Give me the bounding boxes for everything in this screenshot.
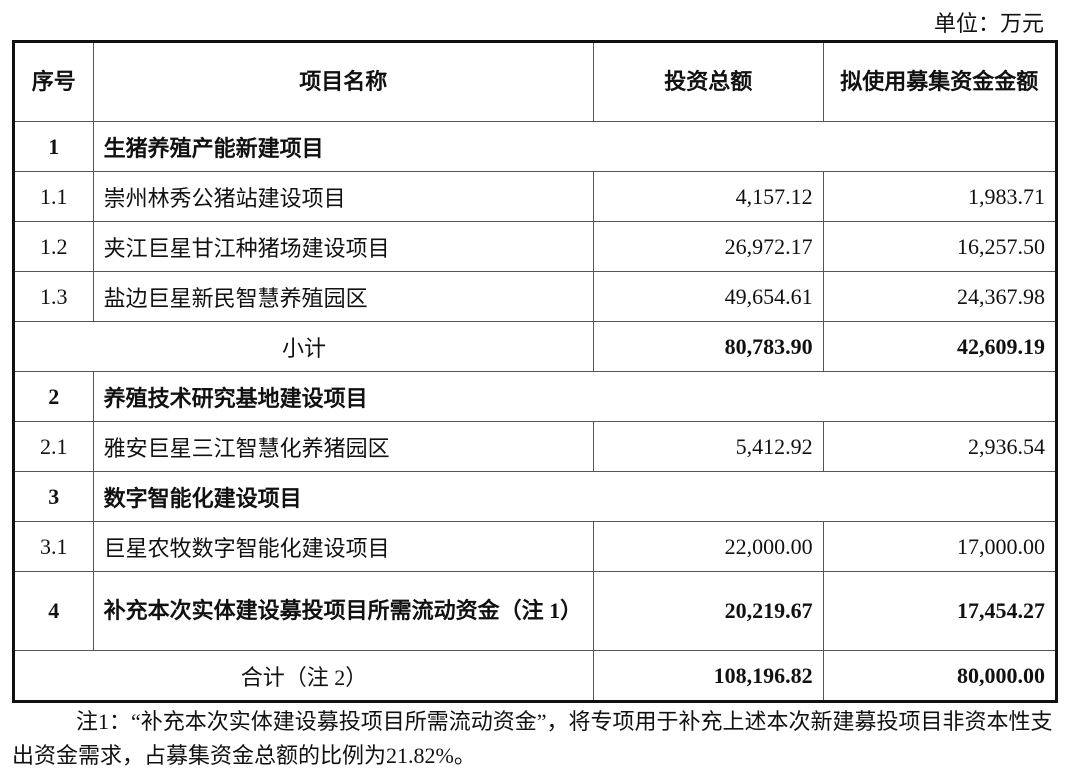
grand-total-label: 合计（注 2） bbox=[13, 650, 594, 702]
total: 4,157.12 bbox=[592, 171, 824, 222]
raised: 16,257.50 bbox=[822, 221, 1058, 272]
table-row: 3.1 巨星农牧数字智能化建设项目 22,000.00 17,000.00 bbox=[13, 521, 1058, 572]
raised: 17,000.00 bbox=[822, 521, 1058, 572]
total: 5,412.92 bbox=[592, 421, 824, 472]
seq: 1 bbox=[13, 121, 94, 172]
total: 26,972.17 bbox=[592, 221, 824, 272]
section-row: 3 数字智能化建设项目 bbox=[13, 471, 1058, 522]
total: 22,000.00 bbox=[592, 521, 824, 572]
footnote: 注1：“补充本次实体建设募投项目所需流动资金”，将专项用于补充上述本次新建募投项… bbox=[12, 709, 1053, 768]
working-capital-row: 4 补充本次实体建设募投项目所需流动资金（注 1） 20,219.67 17,4… bbox=[13, 571, 1058, 651]
project-name: 盐边巨星新民智慧养殖园区 bbox=[92, 271, 594, 322]
seq: 3.1 bbox=[13, 521, 94, 572]
table-row: 1.1 崇州林秀公猪站建设项目 4,157.12 1,983.71 bbox=[13, 171, 1058, 222]
seq: 4 bbox=[13, 571, 94, 651]
subtotal-row: 小计 80,783.90 42,609.19 bbox=[13, 321, 1058, 372]
section-name: 数字智能化建设项目 bbox=[92, 471, 1058, 522]
subtotal-total: 80,783.90 bbox=[592, 321, 824, 372]
seq: 1.3 bbox=[13, 271, 94, 322]
table-row: 2.1 雅安巨星三江智慧化养猪园区 5,412.92 2,936.54 bbox=[13, 421, 1058, 472]
raised: 24,367.98 bbox=[822, 271, 1058, 322]
seq: 2 bbox=[13, 371, 94, 422]
project-name: 雅安巨星三江智慧化养猪园区 bbox=[92, 421, 594, 472]
total: 20,219.67 bbox=[592, 571, 824, 651]
project-name: 巨星农牧数字智能化建设项目 bbox=[92, 521, 594, 572]
grand-total-row: 合计（注 2） 108,196.82 80,000.00 bbox=[13, 650, 1058, 702]
raised: 1,983.71 bbox=[822, 171, 1058, 222]
header-raised: 拟使用募集资金金额 bbox=[822, 41, 1058, 122]
section-name: 养殖技术研究基地建设项目 bbox=[92, 371, 1058, 422]
header-total: 投资总额 bbox=[592, 41, 824, 122]
total: 49,654.61 bbox=[592, 271, 824, 322]
section-row: 1 生猪养殖产能新建项目 bbox=[13, 121, 1058, 172]
seq: 3 bbox=[13, 471, 94, 522]
seq: 1.2 bbox=[13, 221, 94, 272]
unit-label: 单位：万元 bbox=[933, 11, 1044, 36]
seq: 2.1 bbox=[13, 421, 94, 472]
funding-table: 序号 项目名称 投资总额 拟使用募集资金金额 1 生猪养殖产能新建项目 1.1 … bbox=[12, 40, 1058, 703]
grand-total-total: 108,196.82 bbox=[592, 650, 824, 702]
raised: 2,936.54 bbox=[822, 421, 1058, 472]
raised: 17,454.27 bbox=[822, 571, 1058, 651]
table-row: 1.3 盐边巨星新民智慧养殖园区 49,654.61 24,367.98 bbox=[13, 271, 1058, 322]
project-name: 补充本次实体建设募投项目所需流动资金（注 1） bbox=[92, 571, 594, 651]
section-name: 生猪养殖产能新建项目 bbox=[92, 121, 1058, 172]
project-name: 夹江巨星甘江种猪场建设项目 bbox=[92, 221, 594, 272]
header-name: 项目名称 bbox=[92, 41, 594, 122]
subtotal-raised: 42,609.19 bbox=[822, 321, 1058, 372]
table-row: 1.2 夹江巨星甘江种猪场建设项目 26,972.17 16,257.50 bbox=[13, 221, 1058, 272]
project-name: 崇州林秀公猪站建设项目 bbox=[92, 171, 594, 222]
table-header: 序号 项目名称 投资总额 拟使用募集资金金额 bbox=[13, 41, 1058, 122]
grand-total-raised: 80,000.00 bbox=[822, 650, 1058, 702]
seq: 1.1 bbox=[13, 171, 94, 222]
section-row: 2 养殖技术研究基地建设项目 bbox=[13, 371, 1058, 422]
subtotal-label: 小计 bbox=[13, 321, 594, 372]
header-seq: 序号 bbox=[13, 41, 94, 122]
